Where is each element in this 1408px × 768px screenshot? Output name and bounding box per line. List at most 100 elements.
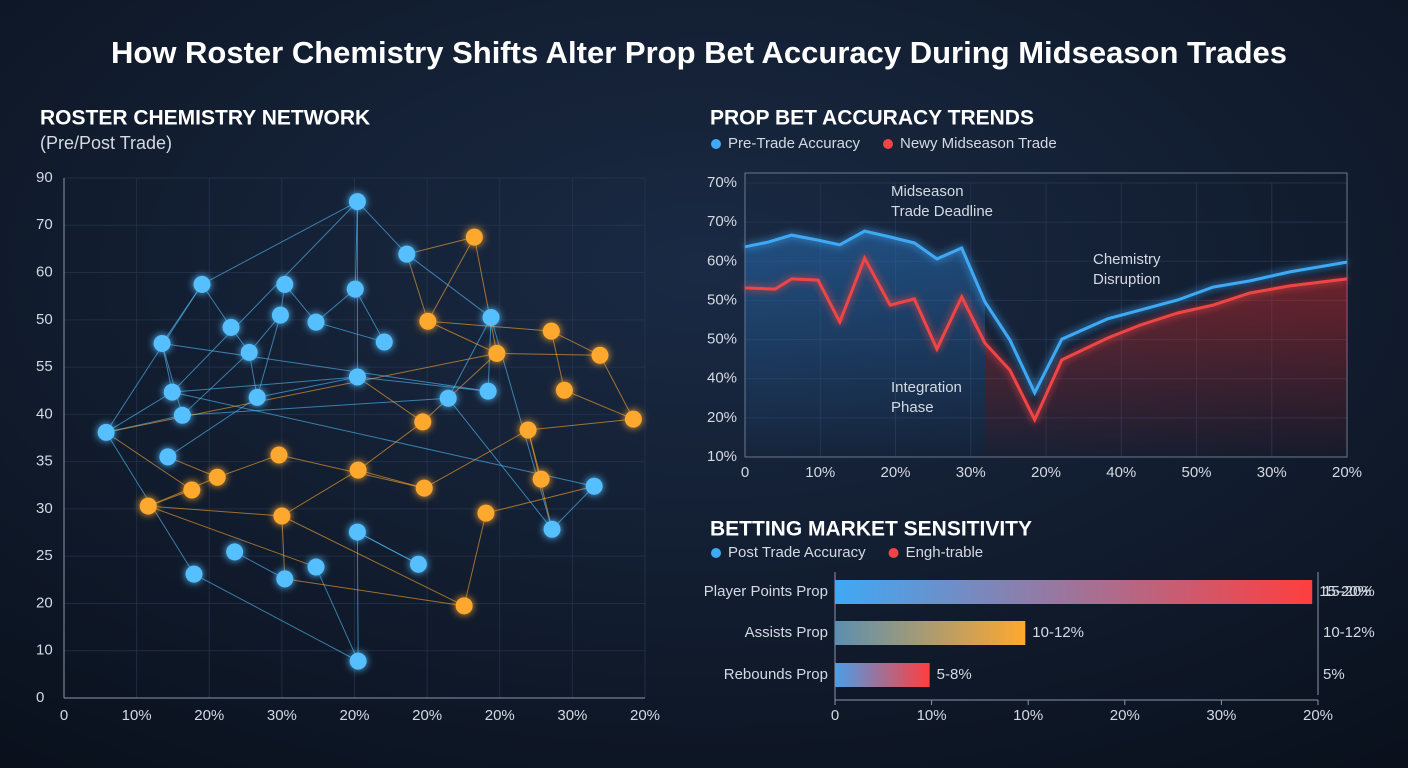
edge <box>315 288 356 323</box>
legend-marker <box>883 139 893 149</box>
node <box>307 313 325 331</box>
node <box>276 275 294 293</box>
x-tick-label: 20% <box>1110 707 1140 724</box>
edge <box>447 397 553 530</box>
annotation: Phase <box>891 399 934 416</box>
edge <box>473 236 498 354</box>
edge <box>423 429 529 489</box>
node <box>348 193 366 211</box>
edge <box>427 236 475 322</box>
y-tick-label: 70% <box>707 213 737 230</box>
node <box>542 322 560 340</box>
x-tick-label: 30% <box>1257 464 1287 481</box>
node <box>97 423 115 441</box>
edge <box>427 320 552 332</box>
x-tick-label: 10% <box>122 707 152 724</box>
annotation: Integration <box>891 379 962 396</box>
node <box>270 446 288 464</box>
edge <box>357 376 424 423</box>
node <box>479 382 497 400</box>
edge <box>422 353 498 423</box>
y-tick-label: 60% <box>707 252 737 269</box>
y-tick-label: 70 <box>36 216 53 233</box>
edge <box>315 321 385 343</box>
page-title: How Roster Chemistry Shifts Alter Prop B… <box>111 35 1287 70</box>
edge <box>354 288 385 343</box>
edge <box>284 578 465 607</box>
node <box>185 565 203 583</box>
edge <box>357 376 489 392</box>
node <box>271 306 289 324</box>
edge <box>281 515 465 607</box>
node <box>585 477 603 495</box>
y-tick-label: 25 <box>36 547 53 564</box>
node <box>415 479 433 497</box>
node <box>226 543 244 561</box>
edge <box>358 469 425 489</box>
side-label: 5% <box>1323 666 1345 683</box>
node <box>482 308 500 326</box>
bar <box>835 580 1313 604</box>
edge <box>161 343 183 416</box>
x-tick-label: 20% <box>880 464 910 481</box>
node <box>183 481 201 499</box>
node <box>488 344 506 362</box>
edge <box>406 236 475 255</box>
annotation: Midseason <box>891 183 964 200</box>
x-tick-label: 20% <box>412 707 442 724</box>
side-label: 10-12% <box>1323 624 1375 641</box>
x-tick-label: 10% <box>1013 707 1043 724</box>
category-label: Assists Prop <box>745 624 828 641</box>
edge <box>234 551 286 580</box>
edge <box>315 566 359 662</box>
edge <box>281 515 286 579</box>
x-tick-label: 30% <box>956 464 986 481</box>
line <box>744 229 1348 397</box>
bar <box>835 663 930 687</box>
edge <box>463 513 487 606</box>
node <box>409 555 427 573</box>
value-label: 5-8% <box>937 666 972 683</box>
node <box>276 570 294 588</box>
node <box>375 333 393 351</box>
edge <box>106 352 497 433</box>
edge <box>447 317 492 399</box>
node <box>591 346 609 364</box>
edge <box>496 352 600 356</box>
node <box>163 383 181 401</box>
x-tick-label: 10% <box>805 464 835 481</box>
edge <box>485 485 595 514</box>
value-label: 10-12% <box>1032 624 1084 641</box>
node <box>477 504 495 522</box>
x-tick-label: 10% <box>917 707 947 724</box>
x-tick-label: 20% <box>339 707 369 724</box>
node <box>532 470 550 488</box>
edge <box>406 253 429 322</box>
side-label: 15-20% <box>1323 583 1375 600</box>
legend-label: Post Trade Accuracy <box>728 544 866 561</box>
x-tick-label: 20% <box>485 707 515 724</box>
edge <box>201 284 232 328</box>
node <box>349 461 367 479</box>
y-tick-label: 40% <box>707 370 737 387</box>
node <box>173 406 191 424</box>
x-tick-label: 20% <box>194 707 224 724</box>
node <box>348 523 366 541</box>
edge <box>357 421 424 471</box>
y-tick-label: 40 <box>36 405 53 422</box>
y-tick-label: 50 <box>36 311 53 328</box>
node <box>414 413 432 431</box>
edge <box>281 469 359 517</box>
x-tick-label: 20% <box>1303 707 1333 724</box>
edge <box>551 485 595 530</box>
edge <box>182 352 250 416</box>
annotation: Disruption <box>1093 271 1161 288</box>
x-tick-label: 30% <box>557 707 587 724</box>
x-tick-label: 50% <box>1181 464 1211 481</box>
y-tick-label: 55 <box>36 358 53 375</box>
y-tick-label: 0 <box>36 689 44 706</box>
edge <box>172 376 358 393</box>
edge <box>105 391 173 433</box>
node <box>273 507 291 525</box>
